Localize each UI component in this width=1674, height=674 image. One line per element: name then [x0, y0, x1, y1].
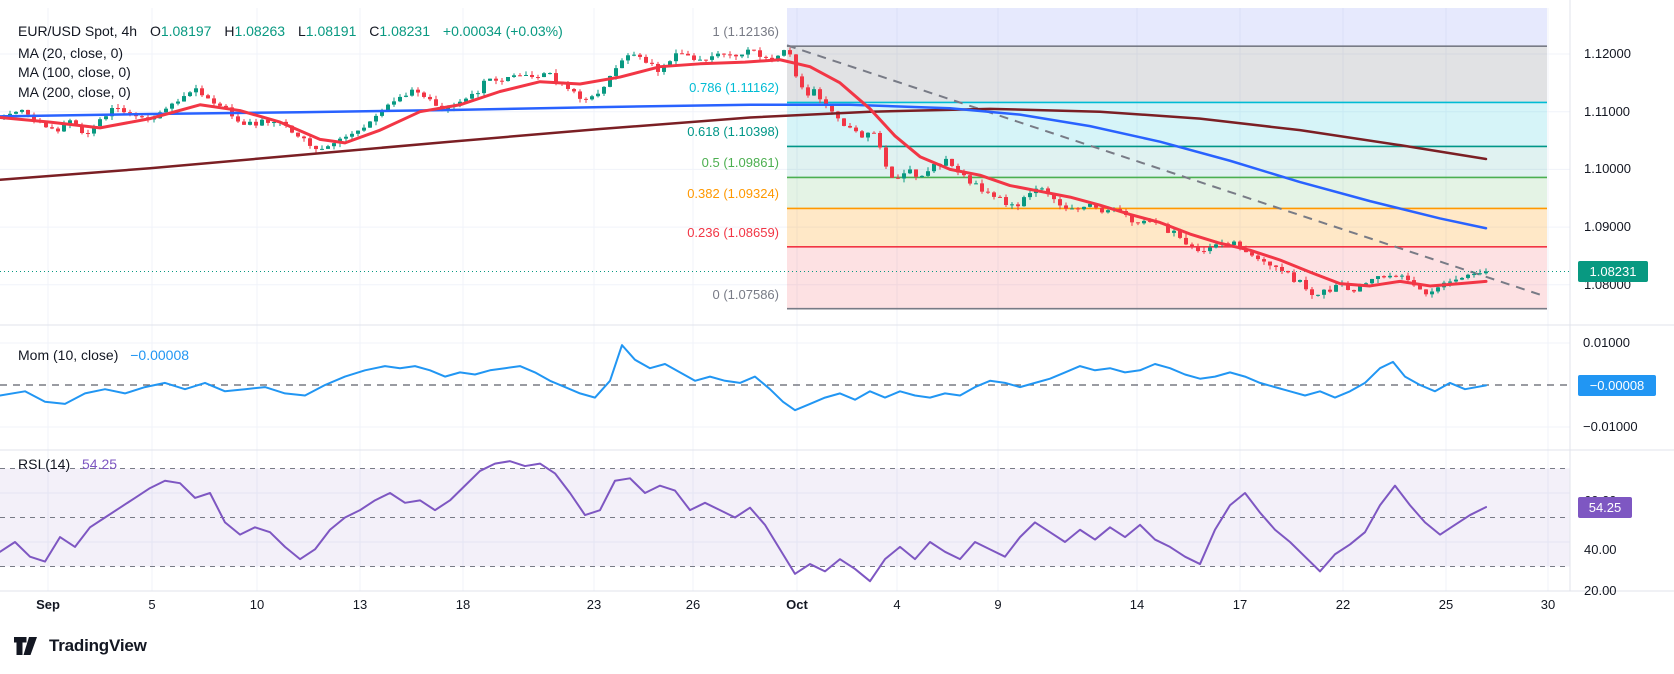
fib-level-label: 0.236 (1.08659): [687, 224, 779, 240]
close-label: C: [369, 23, 380, 39]
time-axis-tick: 9: [994, 597, 1002, 612]
rsi-axis-tick: 20.00: [1584, 583, 1617, 598]
time-axis-tick: 30: [1540, 597, 1556, 612]
time-axis-tick: 26: [685, 597, 701, 612]
low-value: 1.08191: [305, 23, 357, 39]
time-axis-tick: 4: [893, 597, 901, 612]
time-axis-tick: 14: [1129, 597, 1145, 612]
momentum-label: Mom (10, close): [18, 347, 119, 363]
time-axis-tick: 5: [148, 597, 156, 612]
fib-level-label: 0.618 (1.10398): [687, 124, 779, 140]
close-value: 1.08231: [379, 23, 430, 39]
momentum-axis-tick: −0.01000: [1583, 419, 1638, 434]
tradingview-logo[interactable]: TradingView: [14, 636, 147, 656]
price-axis-tick: 1.09000: [1584, 219, 1631, 235]
time-axis-tick: Sep: [36, 597, 60, 612]
fib-level-label: 0.5 (1.09861): [701, 155, 779, 171]
tradingview-logo-icon: [14, 637, 37, 655]
time-axis-tick: 23: [586, 597, 602, 612]
price-axis-tick: 1.10000: [1584, 161, 1631, 177]
time-axis-tick: 13: [352, 597, 368, 612]
fib-level-label: 1 (1.12136): [712, 24, 780, 40]
low-label: L: [297, 23, 306, 39]
rsi-axis-tick: 40.00: [1584, 542, 1617, 557]
symbol-title: EUR/USD Spot, 4h: [18, 23, 138, 39]
rsi-value-badge: 54.25: [1578, 496, 1632, 518]
momentum-legend-row[interactable]: Mom (10, close) −0.00008: [18, 347, 189, 363]
tradingview-logo-text: TradingView: [49, 636, 147, 655]
time-axis-tick: 18: [455, 597, 471, 612]
price-axis-tick: 1.11000: [1584, 103, 1631, 119]
symbol-legend-row[interactable]: EUR/USD Spot, 4h O1.08197 H1.08263 L1.08…: [18, 23, 563, 39]
time-axis-tick: 25: [1438, 597, 1454, 612]
rsi-legend-row[interactable]: RSI (14) 54.25: [18, 456, 117, 472]
fib-level-label: 0.786 (1.11162): [689, 80, 779, 96]
last-price-badge: 1.08231: [1578, 260, 1648, 282]
open-label: O: [149, 23, 161, 39]
momentum-value-badge: −0.00008: [1578, 374, 1656, 396]
time-axis-tick: 22: [1335, 597, 1351, 612]
momentum-value: −0.00008: [130, 347, 190, 363]
time-axis-tick: 10: [249, 597, 265, 612]
momentum-axis-tick: 0.01000: [1583, 335, 1630, 350]
time-axis-tick: Oct: [786, 597, 808, 612]
change-value: +0.00034 (+0.03%): [442, 23, 563, 39]
rsi-label: RSI (14): [18, 456, 71, 472]
rsi-value: 54.25: [82, 456, 118, 472]
time-axis-tick: 17: [1232, 597, 1248, 612]
high-label: H: [224, 23, 235, 39]
price-axis-tick: 1.12000: [1584, 46, 1631, 61]
ma100-legend[interactable]: MA (100, close, 0): [18, 64, 131, 80]
high-value: 1.08263: [234, 23, 286, 39]
fib-level-label: 0 (1.07586): [712, 286, 780, 302]
ma200-legend[interactable]: MA (200, close, 0): [18, 84, 131, 100]
ma20-legend[interactable]: MA (20, close, 0): [18, 45, 124, 61]
fib-level-label: 0.382 (1.09324): [687, 186, 779, 202]
open-value: 1.08197: [160, 23, 212, 39]
